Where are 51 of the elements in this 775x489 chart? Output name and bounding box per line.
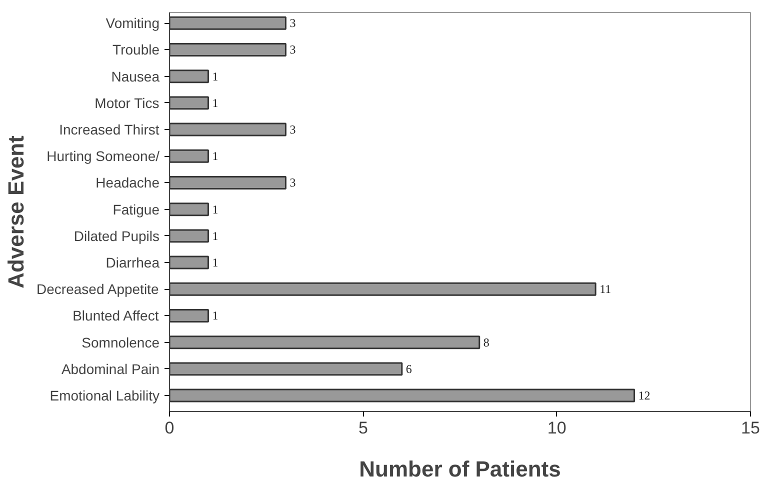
bar xyxy=(170,309,209,322)
bar xyxy=(170,388,636,402)
bar xyxy=(170,362,403,376)
bar xyxy=(170,96,209,110)
x-tick-label: 0 xyxy=(164,418,174,438)
data-label: 11 xyxy=(600,282,612,296)
data-label: 3 xyxy=(290,122,296,137)
data-label: 1 xyxy=(212,149,218,164)
y-tick-label: Hurting Someone/ xyxy=(46,148,160,164)
y-tick-label: Motor Tics xyxy=(94,94,160,111)
data-label: 1 xyxy=(212,69,218,84)
data-label: 6 xyxy=(406,362,412,376)
x-tick-label: 15 xyxy=(741,418,760,438)
y-tick-label: Nausea xyxy=(111,68,160,84)
x-tick-label: 5 xyxy=(358,418,368,438)
data-label: 1 xyxy=(212,202,218,216)
y-tick-label: Diarrhea xyxy=(106,254,160,271)
data-label: 3 xyxy=(290,16,296,30)
bar xyxy=(170,176,286,190)
data-label: 3 xyxy=(290,176,296,190)
y-tick-label: Headache xyxy=(96,174,160,191)
y-tick-label: Emotional Lability xyxy=(50,388,160,404)
data-label: 8 xyxy=(483,335,490,350)
y-tick-label: Blunted Affect xyxy=(72,308,159,324)
y-tick-label: Abdominal Pain xyxy=(61,360,160,377)
y-tick-label: Increased Thirst xyxy=(59,122,160,138)
y-tick-label: Somnolence xyxy=(82,334,160,350)
bar xyxy=(170,122,286,136)
y-tick-label: Trouble xyxy=(112,42,160,58)
bar xyxy=(170,149,209,163)
bar xyxy=(170,70,209,84)
data-label: 1 xyxy=(212,228,218,243)
bar xyxy=(170,229,209,243)
bar xyxy=(170,256,209,270)
data-label: 1 xyxy=(212,308,218,323)
y-tick-label: Decreased Appetite xyxy=(36,281,159,298)
y-tick-label: Dilated Pupils xyxy=(74,228,160,244)
bar xyxy=(170,16,286,30)
data-label: 12 xyxy=(638,388,650,403)
y-tick-label: Fatigue xyxy=(112,201,160,218)
bar xyxy=(170,202,209,216)
bar xyxy=(170,336,480,350)
data-label: 1 xyxy=(212,96,218,110)
y-axis-title: Adverse Event xyxy=(4,134,29,288)
data-label: 1 xyxy=(212,256,218,270)
x-tick-label: 10 xyxy=(547,418,566,438)
bar xyxy=(170,282,596,296)
x-axis-title: Number of Patients xyxy=(359,456,561,482)
bar xyxy=(170,43,286,56)
y-tick-label: Vomiting xyxy=(106,15,160,32)
data-label: 3 xyxy=(290,42,296,57)
